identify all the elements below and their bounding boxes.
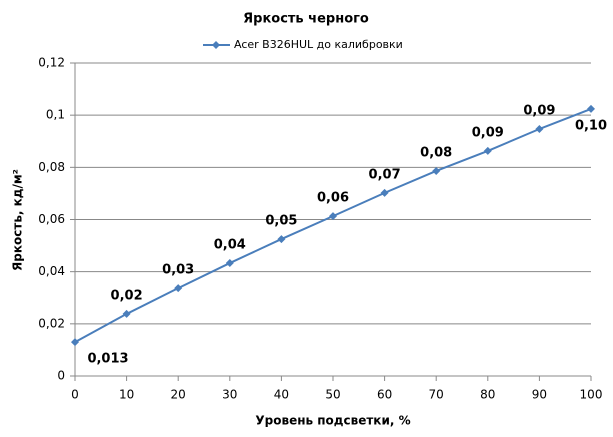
data-label: 0,06 <box>317 191 349 206</box>
x-tick-label: 40 <box>274 388 289 402</box>
x-tick-label: 90 <box>532 388 547 402</box>
legend-label: Acer B326HUL до калибровки <box>234 38 403 51</box>
x-tick-label: 60 <box>377 388 392 402</box>
data-label: 0,07 <box>369 167 401 182</box>
data-label: 0,013 <box>87 352 128 367</box>
y-tick-label: 0,06 <box>38 212 65 226</box>
point <box>174 284 183 293</box>
y-tick-label: 0,12 <box>38 56 65 70</box>
point <box>329 212 337 221</box>
point <box>535 124 544 133</box>
point <box>432 166 441 175</box>
y-tick-label: 0,04 <box>38 264 65 278</box>
x-tick-label: 30 <box>222 388 237 402</box>
data-label: 0,02 <box>111 288 143 303</box>
y-tick-label: 0 <box>57 369 65 383</box>
series-line <box>74 107 592 343</box>
chart-title: Яркость черного <box>243 12 369 27</box>
y-tick-label: 0,1 <box>46 108 65 122</box>
point <box>483 146 492 155</box>
data-label: 0,08 <box>420 145 452 160</box>
y-tick-label: 0,02 <box>38 316 65 330</box>
point <box>225 259 234 268</box>
x-tick-label: 100 <box>580 388 603 402</box>
point <box>122 309 131 318</box>
data-label: 0,09 <box>472 125 504 140</box>
y-tick-label: 0,08 <box>38 160 65 174</box>
x-tick-label: 70 <box>429 388 444 402</box>
point <box>277 235 286 244</box>
data-label: 0,09 <box>523 103 555 118</box>
point <box>587 104 595 113</box>
point <box>71 338 79 347</box>
x-tick-label: 20 <box>171 388 186 402</box>
x-tick-label: 0 <box>71 388 79 402</box>
x-axis-label: Уровень подсветки, % <box>255 414 410 428</box>
data-label: 0,05 <box>265 214 297 229</box>
data-label: 0,03 <box>162 263 194 278</box>
data-label: 0,10 <box>575 118 607 133</box>
legend-marker <box>212 41 220 49</box>
point <box>380 188 389 197</box>
x-tick-label: 50 <box>325 388 340 402</box>
x-tick-label: 10 <box>119 388 134 402</box>
x-tick-label: 80 <box>480 388 495 402</box>
data-label: 0,04 <box>214 238 246 253</box>
y-axis-label: Яркость, кд/м² <box>11 169 25 271</box>
